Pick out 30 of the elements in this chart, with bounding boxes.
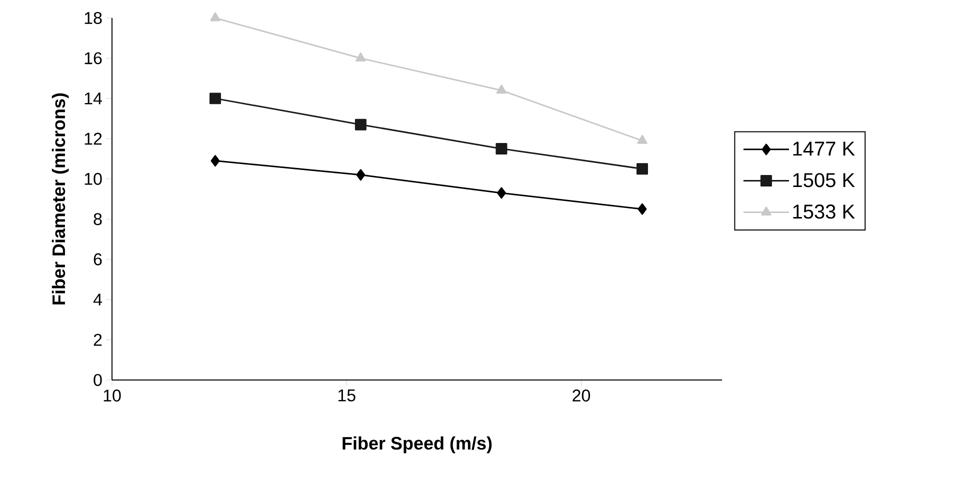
point (209, 92, 221, 104)
y-tick-label: 4 (93, 294, 102, 306)
y-tick-label: 18 (84, 12, 102, 24)
point (210, 12, 220, 22)
y-tick-label: 14 (84, 92, 102, 104)
y-tick-label: 12 (84, 132, 102, 145)
y-tick-label: 2 (94, 334, 102, 346)
point (638, 203, 647, 215)
point (496, 84, 507, 94)
x-tick-label: 20 (572, 390, 590, 402)
x-axis-title: Fiber Speed (m/s) (342, 436, 492, 454)
point (496, 142, 508, 154)
point (356, 169, 366, 181)
point (354, 118, 366, 130)
legend-label: 1505 K (793, 173, 855, 188)
x-tick-label: 15 (338, 390, 356, 402)
y-tick-label: 0 (94, 374, 102, 386)
y-axis-title: Fiber Diameter (microns) (52, 93, 69, 304)
point (496, 187, 506, 199)
point (210, 155, 220, 167)
point (637, 134, 648, 144)
legend-label: 1533 K (793, 204, 855, 219)
point (356, 52, 366, 62)
y-tick-label: 16 (84, 52, 102, 64)
y-tick-label: 6 (94, 253, 102, 266)
y-tick-label: 8 (94, 213, 102, 226)
legend-label: 1477 K (793, 142, 855, 156)
y-tick-label: 10 (84, 172, 102, 185)
point (636, 163, 648, 175)
x-tick-label: 10 (104, 390, 121, 402)
